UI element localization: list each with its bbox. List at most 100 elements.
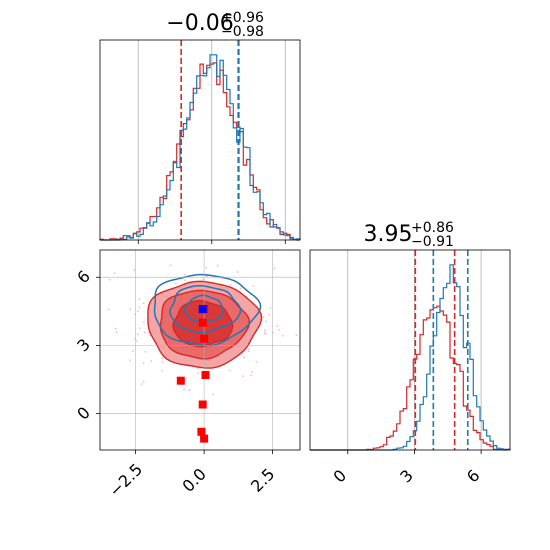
scatter-point	[107, 308, 110, 311]
scatter-point	[264, 329, 266, 332]
scatter-point	[216, 264, 219, 267]
scatter-point	[202, 278, 205, 281]
grid-lines	[347, 250, 482, 450]
scatter-point	[188, 389, 191, 392]
scatter-point	[140, 383, 143, 385]
scatter-point	[205, 266, 208, 269]
histogram-blue	[100, 54, 301, 241]
scatter-point	[295, 334, 298, 337]
histogram-blue	[310, 264, 511, 451]
scatter-point	[276, 325, 279, 328]
scatter-point	[142, 302, 145, 305]
quantile-lines	[414, 250, 469, 450]
blue-square-marker	[198, 305, 207, 314]
x-tick-label: 2.5	[247, 464, 278, 495]
scatter-point	[161, 361, 164, 363]
scatter-point	[236, 271, 239, 273]
scatter-point	[161, 369, 163, 372]
blue-contour	[169, 284, 242, 334]
scatter-point	[229, 284, 232, 286]
tick-marks	[137, 240, 286, 244]
tick-marks	[347, 450, 482, 454]
x-tick-labels: 0 3 6	[330, 466, 484, 487]
scatter-point	[113, 272, 116, 275]
panel-frame	[99, 249, 301, 451]
scatter-point	[273, 267, 276, 270]
quantile-lines	[180, 40, 240, 240]
contour-panel: −2.5 0.0 2.5 0 3 6	[73, 249, 305, 501]
scatter-point	[133, 269, 136, 271]
grid-lines	[137, 40, 286, 240]
panel-title: 3.95	[364, 222, 413, 247]
y-tick-label: 3	[73, 335, 94, 356]
scatter-point	[263, 331, 266, 334]
red-square-marker	[197, 427, 206, 436]
title-lower-error: −0.98	[221, 24, 264, 40]
red-square-marker	[200, 434, 209, 443]
scatter-point	[197, 372, 200, 374]
y-tick-label: 6	[73, 267, 94, 288]
red-square-marker	[198, 400, 207, 409]
title-value: −0.06	[166, 11, 233, 36]
x-tick-label: −2.5	[105, 460, 146, 501]
scatter-point	[269, 306, 272, 309]
red-square-marker	[176, 376, 185, 385]
scatter-point	[184, 273, 186, 276]
scatter-point	[251, 370, 253, 373]
scatter-point	[262, 316, 265, 318]
scatter-point	[175, 282, 177, 284]
scatter-point	[138, 306, 141, 309]
scatter-point	[142, 381, 145, 383]
title-upper-error: +0.96	[221, 10, 264, 26]
panel-frame	[309, 249, 511, 451]
scatter-point	[252, 285, 255, 287]
sample-markers	[176, 305, 210, 443]
tick-marks	[96, 276, 274, 454]
scatter-point	[265, 333, 267, 335]
scatter-point	[138, 298, 141, 301]
scatter-point	[143, 321, 145, 323]
panel-frame	[99, 39, 301, 241]
title-value: 3.95	[364, 222, 413, 247]
scatter-point	[243, 356, 246, 359]
red-square-marker	[198, 318, 207, 327]
scatter-point	[242, 375, 245, 377]
scatter-point	[278, 329, 281, 331]
scatter-point	[183, 388, 186, 391]
scatter-point	[212, 393, 215, 396]
histogram-series	[310, 264, 511, 451]
x-tick-label: 0.0	[179, 464, 210, 495]
blue-contour	[183, 294, 225, 323]
scatter-point	[115, 331, 118, 333]
scatter-point	[129, 359, 131, 362]
histogram-panel-x: −0.06 +0.96 −0.98	[99, 10, 301, 244]
scatter-point	[169, 264, 172, 267]
scatter-point	[303, 383, 305, 385]
scatter-point	[248, 348, 251, 350]
scatter-point	[282, 334, 284, 337]
scatter-point	[147, 331, 150, 334]
x-tick-labels: −2.5 0.0 2.5	[105, 460, 278, 501]
scatter-point	[268, 313, 271, 316]
panel-title: −0.06	[166, 11, 233, 36]
scatter-point	[229, 369, 231, 372]
scatter-point	[142, 362, 145, 364]
scatter-point	[247, 350, 250, 353]
scatter-point	[129, 308, 132, 311]
scatter-point	[255, 360, 258, 363]
scatter-point	[250, 374, 252, 377]
histogram-red	[310, 305, 511, 451]
histogram-series	[99, 54, 301, 241]
scatter-point	[144, 351, 147, 353]
grid-lines	[100, 250, 300, 450]
scatter-point	[150, 360, 153, 362]
scatter-point	[108, 278, 111, 281]
red-square-marker	[201, 371, 210, 379]
scatter-point	[139, 327, 141, 329]
scatter-point	[136, 310, 139, 313]
x-tick-label: 0	[330, 466, 351, 487]
scatter-point	[184, 279, 187, 282]
y-tick-labels: 0 3 6	[73, 267, 94, 424]
scatter-point	[239, 287, 242, 290]
